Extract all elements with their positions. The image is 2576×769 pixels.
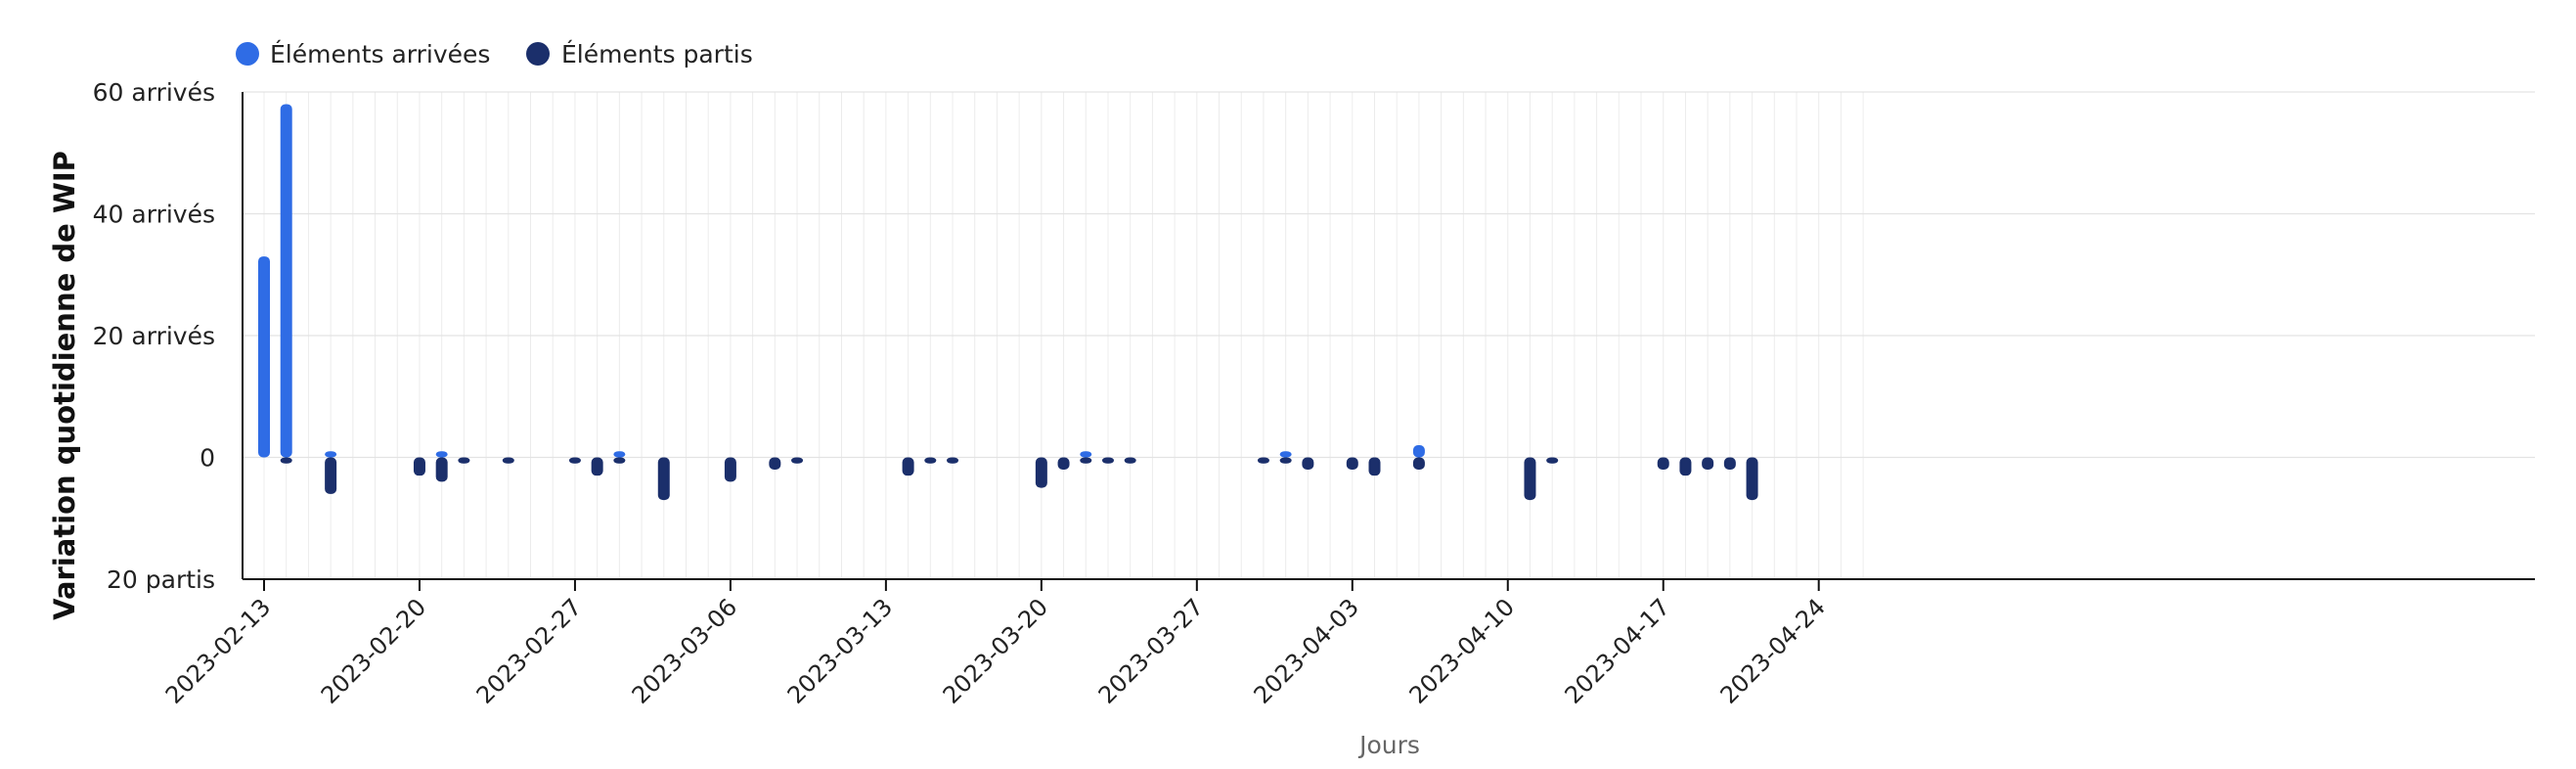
bars <box>258 104 1758 501</box>
y-tick-label: 60 arrivés <box>93 78 215 107</box>
x-tick-label: 2023-02-20 <box>316 593 431 708</box>
bar-departures <box>902 457 914 476</box>
bar-departures <box>435 457 448 482</box>
bar-departures <box>1302 457 1314 470</box>
bar-departures <box>1524 457 1536 501</box>
x-tick-label: 2023-03-13 <box>782 593 898 708</box>
bar-arrivals <box>325 451 337 458</box>
legend-swatch-arrivals <box>236 42 259 66</box>
bar-departures <box>1723 457 1736 470</box>
bar-departures <box>657 457 670 501</box>
bar-departures <box>769 457 781 470</box>
grid <box>243 91 2535 579</box>
x-tick-label: 2023-02-27 <box>471 593 587 708</box>
y-tick-label: 20 arrivés <box>93 322 215 350</box>
x-ticks: 2023-02-13 2023-02-20 2023-02-27 2023-03-06… <box>160 579 1831 709</box>
y-tick-label: 0 <box>200 444 215 473</box>
bar-arrivals <box>613 451 626 458</box>
bar-departures <box>1124 457 1136 464</box>
bar-departures <box>724 457 736 482</box>
bar-departures <box>1368 457 1381 476</box>
bar-arrivals <box>1412 445 1425 458</box>
axes <box>242 92 2535 580</box>
legend: Éléments arrivées Éléments partis <box>236 40 753 68</box>
bar-departures <box>1702 457 1714 470</box>
bar-arrivals <box>1080 451 1092 458</box>
bar-departures <box>458 457 470 464</box>
bar-departures <box>325 457 337 494</box>
bar-arrivals <box>280 104 292 458</box>
y-ticks: 60 arrivés 40 arrivés 20 arrivés 0 20 partis <box>93 78 215 594</box>
bar-departures <box>1746 457 1758 501</box>
x-tick-label: 2023-03-27 <box>1093 593 1209 708</box>
bar-departures <box>1657 457 1669 470</box>
bar-departures <box>568 457 581 464</box>
bar-departures <box>502 457 514 464</box>
bar-arrivals <box>1279 451 1292 458</box>
bar-departures <box>413 457 425 476</box>
y-tick-label: 40 arrivés <box>93 201 215 229</box>
bar-departures <box>1346 457 1358 470</box>
bar-departures <box>1101 457 1114 464</box>
x-tick-label: 2023-04-17 <box>1560 593 1675 708</box>
x-tick-label: 2023-02-13 <box>160 593 276 708</box>
bar-departures <box>1279 457 1292 464</box>
legend-swatch-departures <box>526 42 550 66</box>
bar-departures <box>1057 457 1070 470</box>
x-tick-label: 2023-03-06 <box>627 593 742 708</box>
x-tick-label: 2023-04-03 <box>1249 593 1364 708</box>
legend-label-departures: Éléments partis <box>561 40 753 68</box>
bar-departures <box>1679 457 1692 476</box>
bar-departures <box>1080 457 1092 464</box>
bar-departures <box>1035 457 1047 488</box>
bar-departures <box>280 457 292 464</box>
bar-arrivals <box>258 256 270 458</box>
bar-departures <box>591 457 603 476</box>
bar-departures <box>947 457 959 464</box>
y-tick-label: 20 partis <box>107 565 215 594</box>
bar-departures <box>613 457 626 464</box>
bar-departures <box>1412 457 1425 470</box>
bar-departures <box>924 457 937 464</box>
x-tick-label: 2023-04-24 <box>1715 593 1831 708</box>
bar-arrivals <box>435 451 448 458</box>
bar-departures <box>791 457 804 464</box>
x-tick-label: 2023-03-20 <box>938 593 1053 708</box>
x-tick-label: 2023-04-10 <box>1404 593 1520 708</box>
x-axis-title: Jours <box>1357 731 1420 759</box>
bar-departures <box>1546 457 1559 464</box>
legend-label-arrivals: Éléments arrivées <box>270 40 490 68</box>
bar-departures <box>1257 457 1269 464</box>
y-axis-title: Variation quotidienne de WIP <box>48 151 81 620</box>
